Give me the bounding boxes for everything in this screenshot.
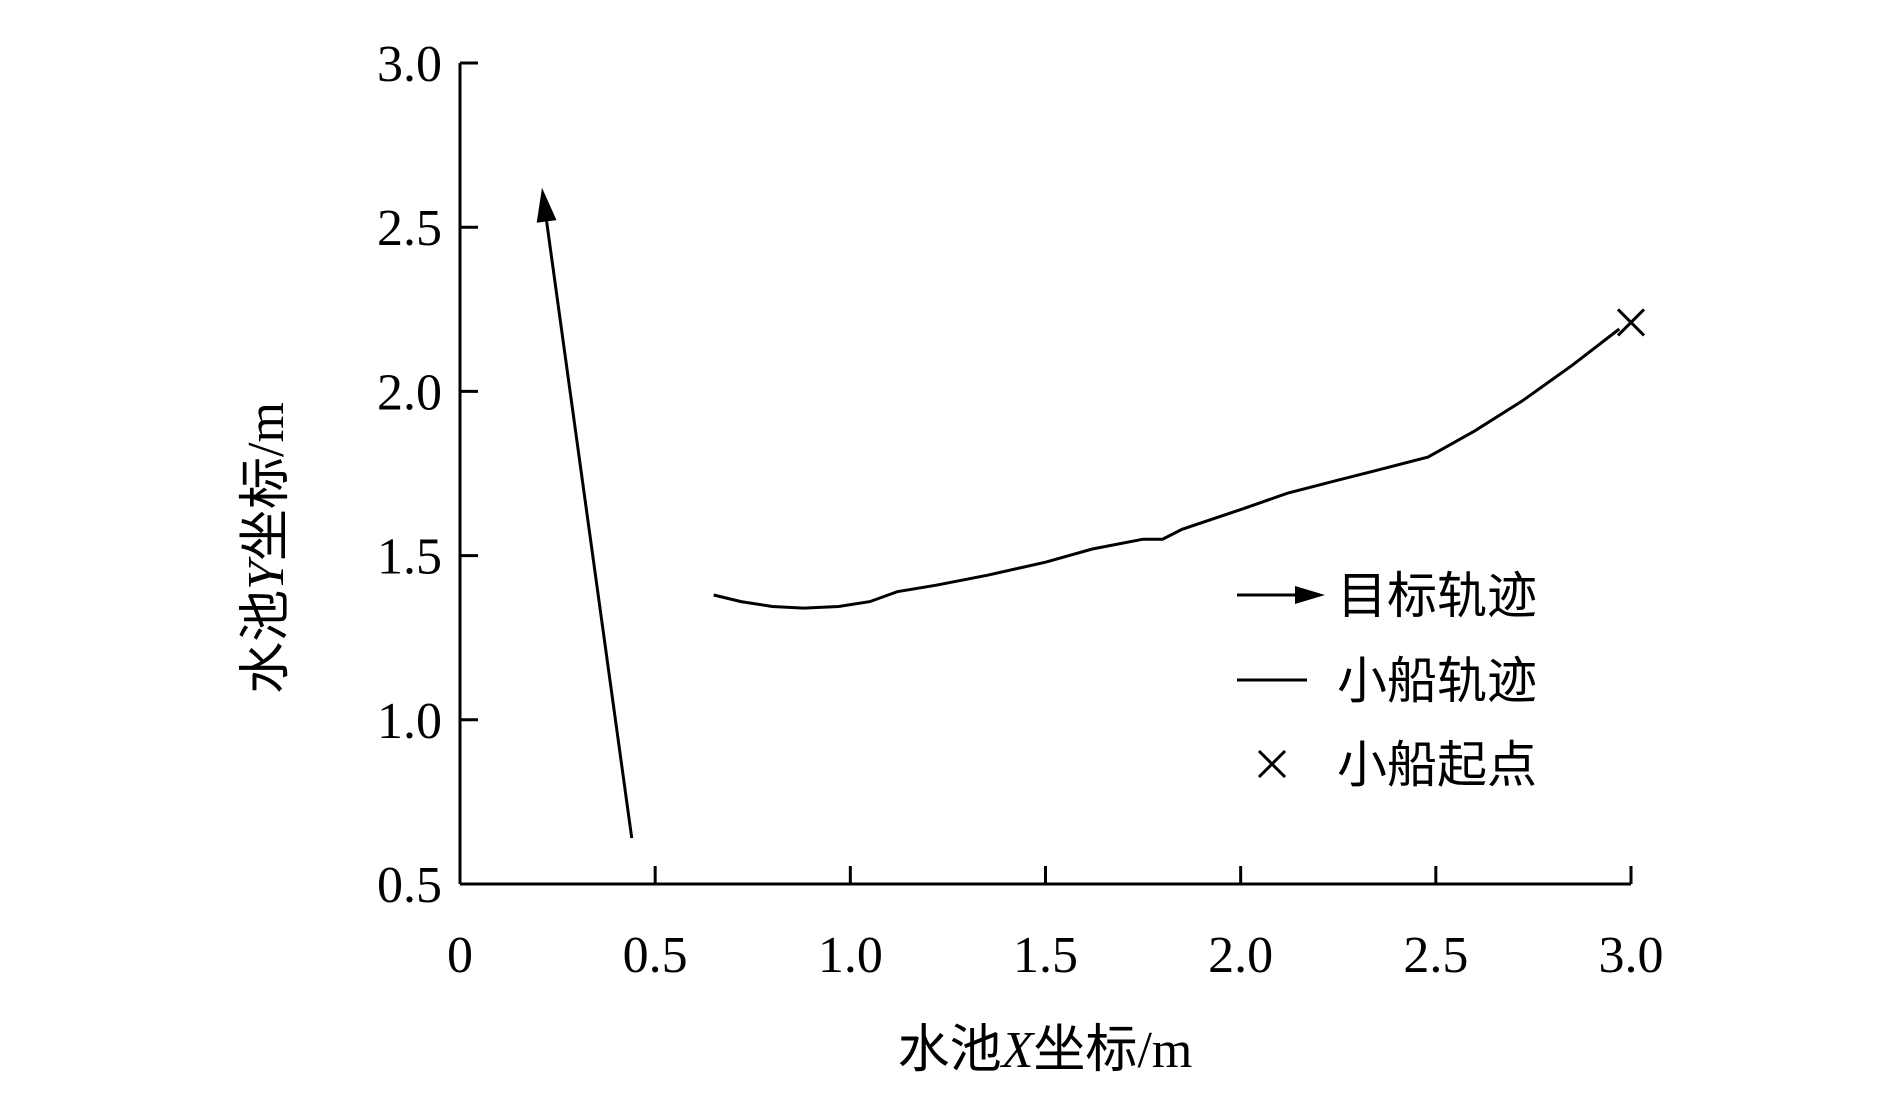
x-axis-title-variable: X — [1000, 1022, 1036, 1079]
x-axis-title-unit: /m — [1137, 1022, 1192, 1079]
y-tick-label: 3.0 — [377, 36, 442, 93]
y-tick-label: 1.5 — [377, 529, 442, 586]
y-axis-title: 水池Y坐标/m — [236, 402, 296, 694]
legend-label: 小船轨迹 — [1337, 652, 1537, 710]
legend-label: 小船起点 — [1337, 736, 1537, 794]
y-tick-label: 0.5 — [377, 857, 442, 914]
y-tick-label: 1.0 — [377, 693, 442, 750]
y-axis-title-prefix: 水池 — [236, 590, 296, 694]
x-tick-label: 2.0 — [1208, 927, 1273, 984]
boat-trajectory-line — [713, 327, 1621, 610]
legend-arrow-icon — [1295, 586, 1325, 604]
y-axis-title-variable: Y — [238, 556, 295, 590]
target-trajectory-line — [545, 221, 634, 839]
x-tick-label: 0.5 — [623, 927, 688, 984]
plot-area — [536, 187, 1646, 839]
boat-start-marker — [1616, 308, 1646, 337]
y-tick-label: 2.5 — [377, 200, 442, 257]
x-tick-label: 2.5 — [1403, 927, 1468, 984]
x-axis-title-prefix: 水池 — [898, 1020, 1002, 1080]
legend-item: 小船轨迹 — [1237, 652, 1537, 710]
legend-item: 目标轨迹 — [1237, 567, 1537, 625]
x-marker-stroke — [1616, 308, 1646, 337]
y-axis-title-suffix: 坐标 — [236, 457, 296, 561]
x-tick-label: 1.0 — [818, 927, 883, 984]
x-tick-label: 1.5 — [1013, 927, 1078, 984]
x-tick-label: 3.0 — [1599, 927, 1664, 984]
target-trajectory-series — [536, 187, 634, 839]
x-axis-title-suffix: 坐标 — [1033, 1020, 1137, 1080]
x-ticks: 0 0.5 1.0 1.5 2.0 2.5 3.0 — [447, 866, 1664, 984]
y-ticks: 0.5 1.0 1.5 2.0 2.5 3.0 — [377, 36, 478, 914]
legend-label: 目标轨迹 — [1337, 567, 1537, 625]
x-tick-label: 0 — [447, 927, 473, 984]
legend-item: 小船起点 — [1257, 736, 1537, 794]
legend-x-marker-icon — [1257, 749, 1287, 779]
x-axis-title: 水池X坐标/m — [898, 1020, 1193, 1080]
x-marker-stroke — [1257, 749, 1287, 779]
y-tick-label: 2.0 — [377, 364, 442, 421]
y-axis-title-unit: /m — [238, 402, 295, 457]
target-trajectory-arrowhead — [536, 187, 557, 223]
